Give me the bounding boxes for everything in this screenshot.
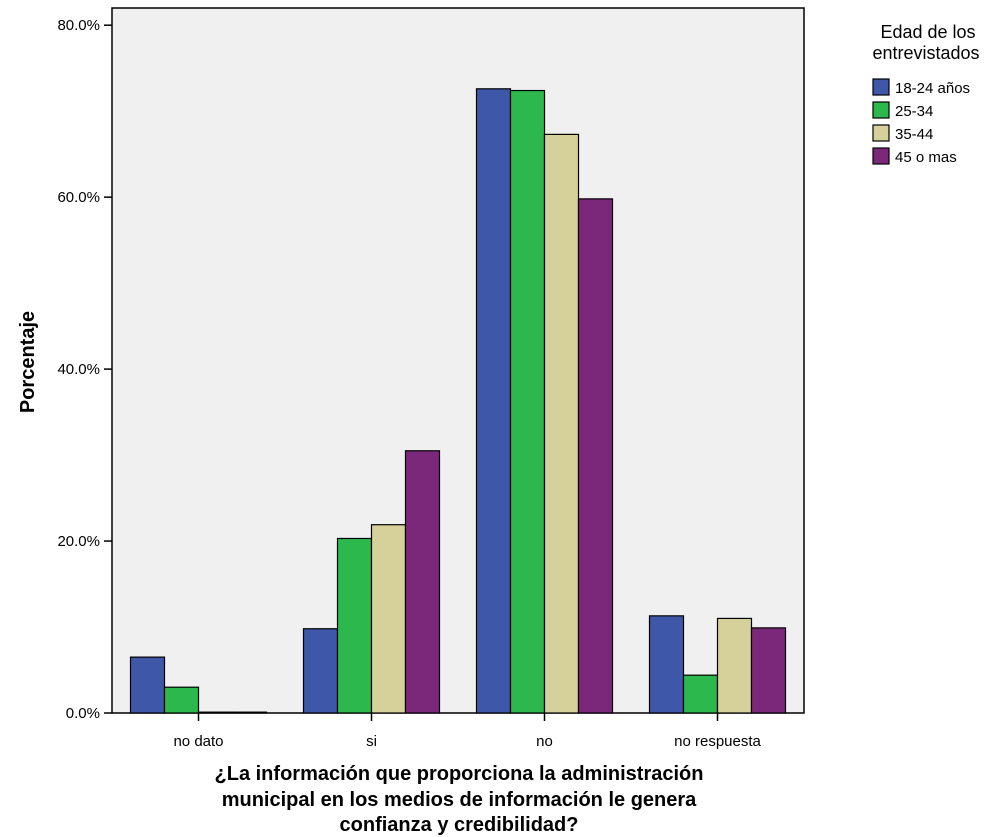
x-axis-title-line-3: confianza y credibilidad?	[340, 814, 579, 836]
bars-group	[129, 88, 787, 714]
legend-swatch	[872, 147, 890, 165]
x-axis: no dato si no no respuesta	[173, 713, 762, 750]
legend-label: 35-44	[895, 126, 933, 143]
y-axis: 0.0% 20.0% 40.0% 60.0% 80.0%	[57, 17, 112, 722]
bar	[543, 133, 580, 714]
legend-label: 18-24 años	[895, 80, 970, 97]
bar	[370, 524, 407, 714]
bar	[197, 711, 234, 714]
bar	[404, 450, 441, 714]
legend-swatch	[872, 101, 890, 119]
legend-label: 25-34	[895, 103, 933, 120]
bar	[475, 88, 512, 714]
x-tick-label: no	[536, 733, 553, 750]
legend: Edad de los entrevistados 18-24 años 25-3…	[872, 22, 980, 166]
legend-title-line-1: Edad de los	[880, 22, 975, 42]
y-tick-label: 60.0%	[57, 189, 100, 206]
legend-label: 45 o mas	[895, 149, 957, 166]
plot-background	[111, 7, 805, 714]
bar	[682, 674, 719, 714]
y-tick-label: 20.0%	[57, 533, 100, 550]
bar	[336, 537, 373, 714]
bar	[302, 628, 339, 714]
bar	[648, 615, 685, 714]
bar	[509, 89, 546, 714]
bar	[750, 627, 787, 714]
y-tick-label: 0.0%	[66, 705, 100, 722]
legend-swatch	[872, 124, 890, 142]
legend-swatch	[872, 78, 890, 96]
y-tick-label: 40.0%	[57, 361, 100, 378]
bar	[163, 686, 200, 714]
y-tick-label: 80.0%	[57, 17, 100, 34]
x-tick-label: no dato	[173, 733, 223, 750]
bar	[231, 711, 268, 714]
bar	[129, 656, 166, 714]
bar	[716, 617, 753, 714]
x-tick-label: no respuesta	[674, 733, 761, 750]
bar	[577, 198, 614, 714]
x-tick-label: si	[366, 733, 377, 750]
x-axis-title-line-2: municipal en los medios de información l…	[222, 789, 697, 811]
y-axis-title: Porcentaje	[17, 311, 39, 413]
legend-title-line-2: entrevistados	[872, 43, 979, 63]
x-axis-title-line-1: ¿La información que proporciona la admin…	[215, 763, 704, 785]
legend-items: 18-24 años 25-34 35-44 45 o mas	[872, 78, 970, 166]
